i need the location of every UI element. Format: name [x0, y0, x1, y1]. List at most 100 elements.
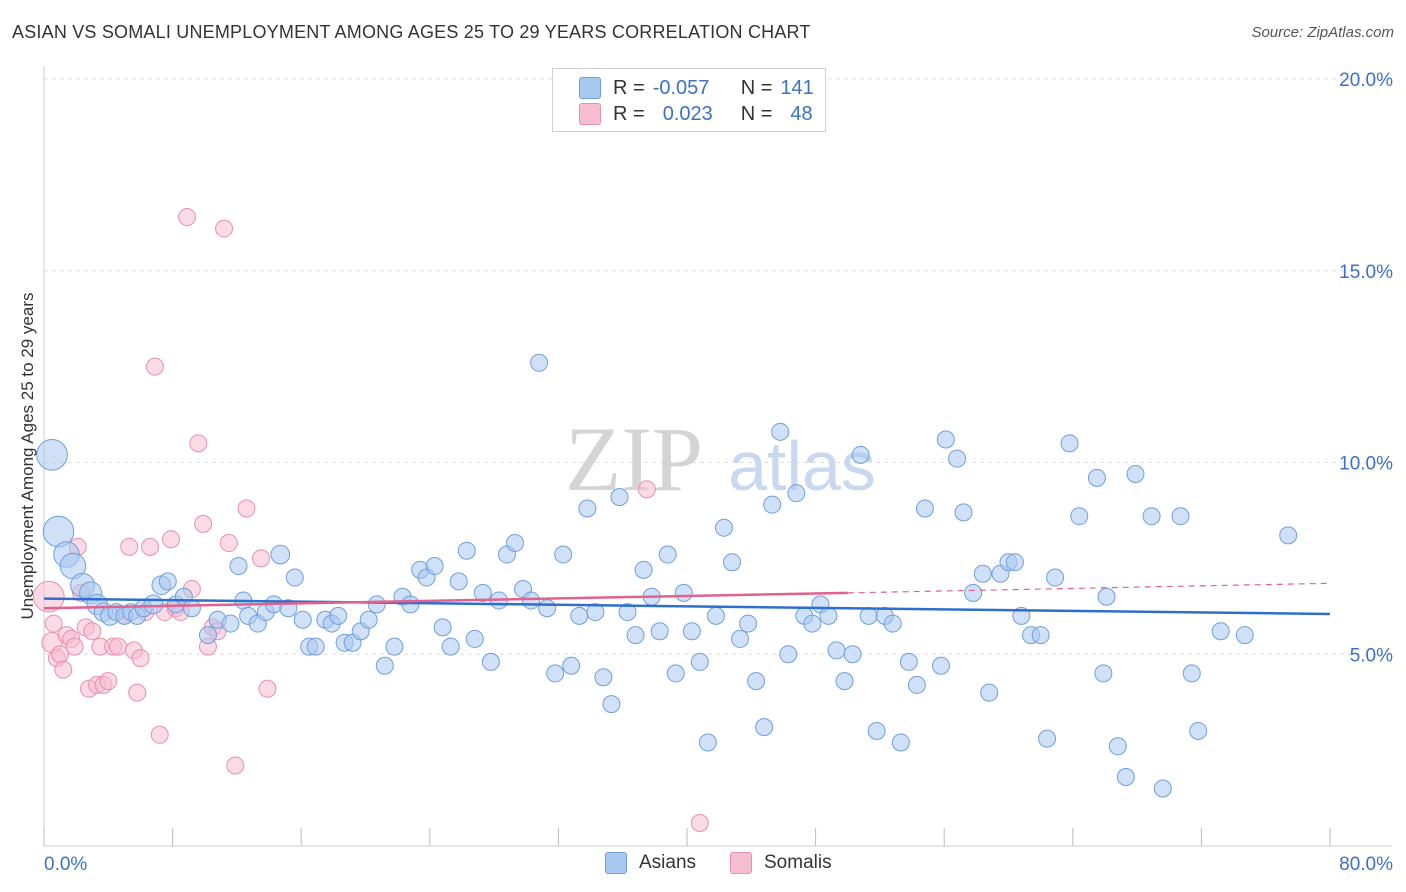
- asian-point: [221, 614, 240, 633]
- asian-point: [666, 664, 685, 683]
- asian-point: [835, 672, 854, 691]
- somali-point: [219, 534, 238, 553]
- asian-point: [1182, 664, 1201, 683]
- somali-point: [83, 622, 102, 641]
- y-tick-label: 20.0%: [1339, 70, 1393, 91]
- somalis-trend-extension: [847, 582, 1331, 594]
- somali-point: [226, 756, 245, 775]
- asian-point: [1087, 468, 1106, 487]
- somali-point: [189, 434, 208, 453]
- asian-point: [931, 656, 950, 675]
- asian-point: [980, 683, 999, 702]
- somali-point: [237, 499, 256, 518]
- asian-point: [851, 445, 870, 464]
- asians-swatch-icon: [579, 77, 601, 99]
- asian-point: [329, 606, 348, 625]
- somali-point: [252, 549, 271, 568]
- x-tick-label: 0.0%: [44, 854, 87, 875]
- somali-point: [65, 637, 84, 656]
- correlation-legend: R = -0.057 N = 141 R = 0.023 N = 48: [552, 68, 826, 132]
- asian-point: [1012, 606, 1031, 625]
- somali-point: [258, 679, 277, 698]
- legend-r-label: R =: [613, 76, 645, 99]
- asian-point: [158, 572, 177, 591]
- asian-point: [473, 583, 492, 602]
- asian-point: [367, 595, 386, 614]
- asian-point: [731, 629, 750, 648]
- somali-point: [161, 530, 180, 549]
- asian-point: [1097, 587, 1116, 606]
- asian-point: [948, 449, 967, 468]
- asian-point: [610, 488, 629, 507]
- asian-point: [594, 668, 613, 687]
- asian-point: [554, 545, 573, 564]
- asian-point: [964, 583, 983, 602]
- asian-point: [690, 652, 709, 671]
- asian-point: [843, 645, 862, 664]
- somali-point: [637, 480, 656, 499]
- asian-point: [578, 499, 597, 518]
- asians-trend-line: [43, 597, 1331, 616]
- x-tick-label: 80.0%: [1339, 854, 1393, 875]
- asian-point: [306, 637, 325, 656]
- asian-point: [747, 672, 766, 691]
- watermark: ZIP atlas: [565, 408, 876, 510]
- grid-lines: [44, 78, 1392, 655]
- asian-point: [1038, 729, 1057, 748]
- asian-point: [891, 733, 910, 752]
- somali-point: [33, 580, 65, 613]
- asian-point: [763, 495, 782, 514]
- y-tick-label: 10.0%: [1339, 454, 1393, 475]
- asian-point: [522, 591, 541, 610]
- asian-point: [626, 626, 645, 645]
- asian-point: [1031, 626, 1050, 645]
- asian-point: [562, 656, 581, 675]
- asians-legend-icon: [605, 852, 627, 874]
- asian-point: [827, 641, 846, 660]
- bottom-legend-somalis[interactable]: Somalis: [730, 852, 832, 874]
- asian-point: [401, 595, 420, 614]
- somali-point: [141, 537, 160, 556]
- asians-legend-label: Asians: [639, 852, 697, 873]
- tick-labels: 5.0% 10.0% 15.0% 20.0% 0.0% 80.0%: [44, 70, 1393, 875]
- asian-point: [706, 606, 725, 625]
- somali-point: [44, 614, 63, 633]
- asian-point: [1279, 526, 1298, 545]
- somalis-points: [33, 208, 709, 832]
- asian-point: [433, 618, 452, 637]
- somali-point: [128, 683, 147, 702]
- asian-point: [907, 675, 926, 694]
- bottom-legend-asians[interactable]: Asians: [605, 852, 696, 874]
- somali-point: [54, 660, 73, 679]
- somali-point: [145, 357, 164, 376]
- asian-point: [293, 610, 312, 629]
- asian-point: [1060, 434, 1079, 453]
- chart-title: ASIAN VS SOMALI UNEMPLOYMENT AMONG AGES …: [12, 22, 811, 42]
- asian-point: [915, 499, 934, 518]
- asian-point: [899, 652, 918, 671]
- asian-point: [682, 622, 701, 641]
- asian-point: [530, 353, 549, 372]
- legend-n-label: N =: [740, 76, 773, 99]
- asian-point: [739, 614, 758, 633]
- asian-point: [755, 718, 774, 737]
- asian-point: [143, 594, 164, 615]
- somali-point: [178, 208, 197, 227]
- asian-point: [658, 545, 677, 564]
- somali-point: [131, 649, 150, 668]
- asian-point: [385, 637, 404, 656]
- somali-point: [108, 637, 127, 656]
- asian-point: [36, 439, 68, 471]
- asian-point: [1211, 622, 1230, 641]
- asian-point: [973, 564, 992, 583]
- asian-point: [803, 614, 822, 633]
- asian-point: [441, 637, 460, 656]
- asian-point: [954, 503, 973, 522]
- asian-point: [1126, 465, 1145, 484]
- somali-point: [120, 537, 139, 556]
- asian-point: [198, 626, 217, 645]
- legend-row-asians: R = -0.057 N = 141: [579, 76, 814, 100]
- somalis-trend-line: [43, 591, 848, 610]
- asian-point: [182, 599, 201, 618]
- legend-r-value: -0.057: [652, 76, 710, 99]
